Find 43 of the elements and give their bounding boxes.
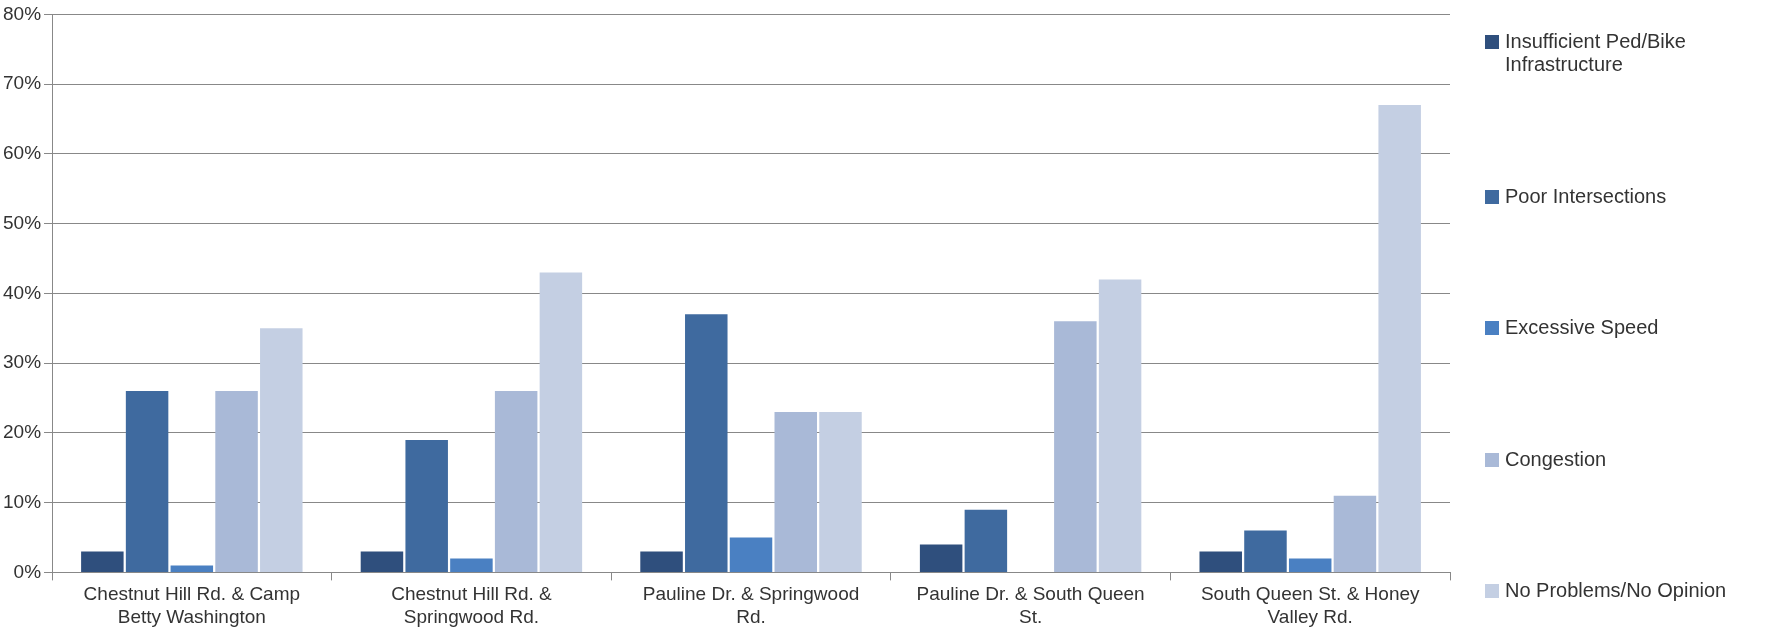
legend-label: No Problems/No Opinion — [1505, 579, 1727, 602]
bar — [81, 551, 124, 572]
y-tick-label: 0% — [13, 560, 42, 582]
bar — [170, 565, 214, 572]
legend-label: Excessive Speed — [1505, 316, 1659, 339]
bar — [494, 391, 538, 572]
bar — [685, 314, 728, 572]
bar — [1054, 321, 1097, 572]
bar — [640, 551, 683, 572]
bar — [1288, 558, 1332, 572]
y-tick-label: 10% — [3, 490, 42, 512]
bar — [360, 551, 404, 572]
bar — [964, 509, 1008, 572]
y-tick-label: 20% — [3, 421, 42, 443]
bar — [1378, 105, 1421, 572]
bar — [1199, 551, 1242, 572]
y-tick-label: 40% — [3, 281, 42, 303]
legend-label: Insufficient Ped/Bike Infrastructure — [1505, 30, 1687, 76]
bar — [774, 411, 817, 572]
y-tick-label: 60% — [3, 142, 42, 164]
bar — [729, 537, 773, 572]
y-tick-label: 50% — [3, 211, 42, 233]
y-tick-label: 80% — [3, 2, 42, 24]
y-tick-label: 70% — [3, 72, 42, 94]
bar — [1244, 530, 1287, 572]
y-tick-label: 30% — [3, 351, 42, 373]
bar — [1333, 495, 1377, 572]
bar — [539, 272, 583, 572]
bar — [450, 558, 493, 572]
x-tick-label: Chestnut Hill Rd. & Camp Betty Washington — [83, 583, 301, 627]
bar — [405, 439, 448, 572]
x-tick-label: Chestnut Hill Rd. & Springwood Rd. — [391, 583, 552, 627]
x-tick-label: Pauline Dr. & South Queen St. — [916, 583, 1145, 627]
bar — [125, 391, 169, 572]
x-tick-label: South Queen St. & Honey Valley Rd. — [1200, 583, 1421, 627]
bar — [819, 411, 862, 572]
legend-label: Congestion — [1505, 447, 1607, 471]
bar — [1098, 279, 1142, 572]
legend-label: Poor Intersections — [1505, 184, 1667, 208]
bar — [215, 391, 258, 572]
bar — [919, 544, 963, 572]
bar — [260, 328, 303, 572]
x-tick-label: Pauline Dr. & Springwood Rd. — [642, 583, 860, 627]
